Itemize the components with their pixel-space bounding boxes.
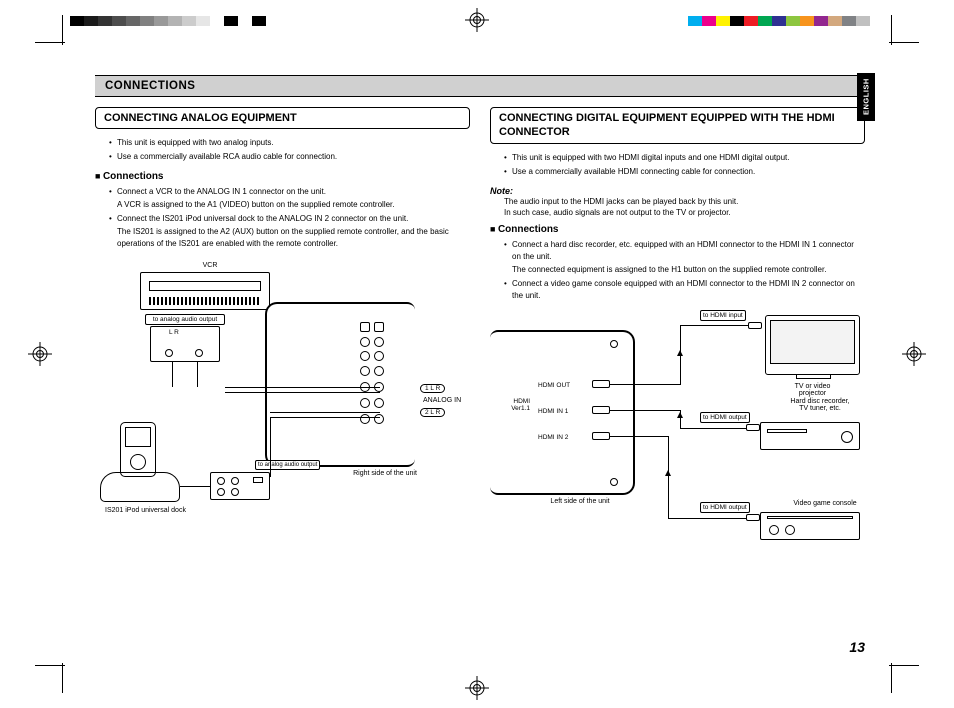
- bullet-text: Connect the IS201 iPod universal dock to…: [117, 214, 408, 223]
- bullet-text: Connect a video game console equipped wi…: [512, 279, 855, 300]
- left-connection-bullets: Connect a VCR to the ANALOG IN 1 connect…: [95, 186, 470, 250]
- dock-label: IS201 iPod universal dock: [105, 507, 225, 514]
- crop-mark: [891, 663, 892, 693]
- bullet-sub: The connected equipment is assigned to t…: [512, 264, 865, 276]
- bullet: Connect a video game console equipped wi…: [504, 278, 865, 302]
- tv-label: TV or video projector: [775, 383, 850, 397]
- registration-mark-icon: [465, 676, 489, 700]
- left-column: CONNECTING ANALOG EQUIPMENT This unit is…: [95, 107, 470, 570]
- page-number: 13: [849, 639, 865, 655]
- row1-label: 1 L R: [420, 384, 445, 393]
- recorder-box: [760, 422, 860, 450]
- hdmi-in2-label: HDMI IN 2: [538, 434, 568, 441]
- right-column-title: CONNECTING DIGITAL EQUIPMENT EQUIPPED WI…: [490, 107, 865, 144]
- left-intro-bullets: This unit is equipped with two analog in…: [95, 137, 470, 163]
- analog-out-label: to analog audio output: [145, 314, 225, 325]
- color-bar: [688, 16, 884, 26]
- crop-mark: [35, 42, 65, 43]
- grayscale-bar: [70, 16, 266, 26]
- left-sub-heading: Connections: [95, 171, 470, 182]
- bullet: Connect a hard disc recorder, etc. equip…: [504, 239, 865, 276]
- registration-mark-icon: [902, 342, 926, 366]
- bullet-text: Connect a hard disc recorder, etc. equip…: [512, 240, 854, 261]
- lr-box: L R: [150, 326, 220, 362]
- recorder-label: Hard disc recorder, TV tuner, etc.: [770, 398, 870, 412]
- registration-mark-icon: [28, 342, 52, 366]
- right-connection-bullets: Connect a hard disc recorder, etc. equip…: [490, 239, 865, 302]
- hdmi-in1-label: HDMI IN 1: [538, 408, 568, 415]
- hdmi-diagram: HDMI Ver1.1 HDMI OUT HDMI IN 1 HDMI IN 2…: [490, 310, 865, 570]
- note-text: The audio input to the HDMI jacks can be…: [490, 196, 865, 218]
- right-intro-bullets: This unit is equipped with two HDMI digi…: [490, 152, 865, 178]
- right-side-label: Right side of the unit: [325, 470, 445, 477]
- dock-breakout: [210, 472, 270, 500]
- ipod-icon: [120, 422, 156, 477]
- crop-mark: [889, 42, 919, 43]
- to-hdmi-input-label: to HDMI input: [700, 310, 746, 321]
- left-column-title: CONNECTING ANALOG EQUIPMENT: [95, 107, 470, 129]
- lr-label: L R: [169, 329, 179, 336]
- console-box: [760, 512, 860, 540]
- bullet: This unit is equipped with two HDMI digi…: [504, 152, 865, 164]
- crop-mark: [889, 665, 919, 666]
- unit-right-panel: [265, 302, 415, 467]
- console-label: Video game console: [775, 500, 875, 507]
- vcr-label: VCR: [190, 262, 230, 269]
- dock-box: [100, 472, 180, 502]
- analog-in-label: ANALOG IN: [423, 397, 461, 404]
- language-tab: ENGLISH: [857, 73, 875, 121]
- to-hdmi-output2-label: to HDMI output: [700, 502, 750, 513]
- hdmi-out-label: HDMI OUT: [538, 382, 570, 389]
- bullet-text: Connect a VCR to the ANALOG IN 1 connect…: [117, 187, 326, 196]
- registration-mark-icon: [465, 8, 489, 32]
- bullet: This unit is equipped with two analog in…: [109, 137, 470, 149]
- vcr-box: [140, 272, 270, 310]
- bullet: Connect the IS201 iPod universal dock to…: [109, 213, 470, 250]
- bullet: Use a commercially available RCA audio c…: [109, 151, 470, 163]
- dock-out-label: to analog audio output: [255, 460, 320, 470]
- section-header: CONNECTIONS: [95, 75, 865, 97]
- note-label: Note:: [490, 186, 865, 196]
- bullet: Connect a VCR to the ANALOG IN 1 connect…: [109, 186, 470, 211]
- hdmi-ver: HDMI Ver1.1: [500, 398, 530, 412]
- row2-label: 2 L R: [420, 408, 445, 417]
- bullet: Use a commercially available HDMI connec…: [504, 166, 865, 178]
- tv-box: [765, 315, 860, 375]
- crop-mark: [62, 15, 63, 45]
- bullet-sub: The IS201 is assigned to the A2 (AUX) bu…: [117, 226, 470, 250]
- right-column: CONNECTING DIGITAL EQUIPMENT EQUIPPED WI…: [490, 107, 865, 570]
- crop-mark: [891, 15, 892, 45]
- left-side-label: Left side of the unit: [520, 498, 640, 505]
- right-sub-heading: Connections: [490, 224, 865, 235]
- analog-diagram: VCR to analog audio output L R: [95, 262, 470, 542]
- crop-mark: [62, 663, 63, 693]
- to-hdmi-output1-label: to HDMI output: [700, 412, 750, 423]
- crop-mark: [35, 665, 65, 666]
- bullet-sub: A VCR is assigned to the A1 (VIDEO) butt…: [117, 199, 470, 211]
